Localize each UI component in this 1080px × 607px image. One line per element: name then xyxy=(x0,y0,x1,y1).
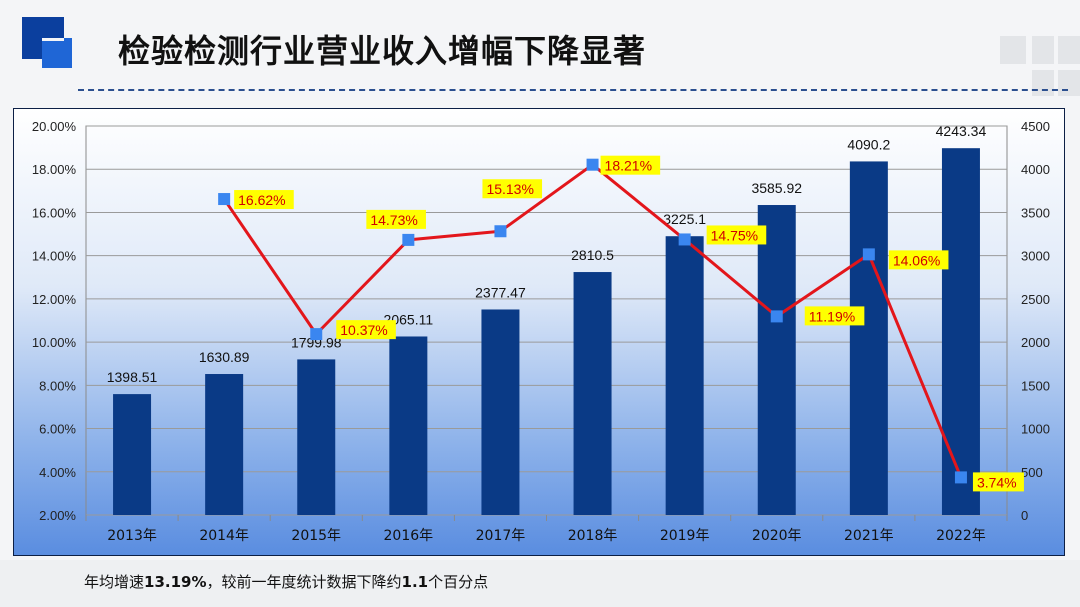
growth-value-label: 15.13% xyxy=(486,181,533,197)
y-right-tick-label: 2500 xyxy=(1021,292,1050,307)
growth-marker xyxy=(494,225,507,238)
footnote-decline-value: 1.1 xyxy=(401,573,429,591)
logo-square-light xyxy=(42,38,72,68)
y-right-tick-label: 3500 xyxy=(1021,205,1050,220)
logo-square-gap xyxy=(42,38,64,41)
background-decor xyxy=(1058,70,1080,96)
y-left-tick-label: 4.00% xyxy=(39,465,76,480)
footnote-text-1: 年均增速 xyxy=(84,573,145,591)
y-left-tick-label: 10.00% xyxy=(32,335,77,350)
bar xyxy=(389,336,428,515)
bar xyxy=(205,374,244,515)
growth-value-label: 18.21% xyxy=(605,158,652,174)
growth-label-bg xyxy=(234,190,294,210)
y-right-tick-label: 4500 xyxy=(1021,119,1050,134)
title-divider xyxy=(78,89,1068,91)
growth-marker xyxy=(586,158,599,171)
growth-marker xyxy=(402,233,415,246)
growth-label-bg xyxy=(888,250,949,270)
growth-marker xyxy=(954,471,967,484)
x-tick-label: 2013年 xyxy=(107,528,157,544)
x-tick-label: 2022年 xyxy=(936,528,986,544)
growth-label-bg xyxy=(804,306,865,326)
growth-marker xyxy=(770,310,783,323)
growth-value-label: 14.75% xyxy=(711,227,758,243)
bar-value-label: 3585.92 xyxy=(751,180,802,196)
y-left-tick-label: 16.00% xyxy=(32,205,77,220)
y-left-tick-label: 12.00% xyxy=(32,292,77,307)
growth-value-label: 3.74% xyxy=(977,474,1017,490)
y-left-tick-label: 8.00% xyxy=(39,378,76,393)
y-right-tick-label: 500 xyxy=(1021,465,1043,480)
background-decor xyxy=(1032,36,1054,64)
x-tick-label: 2016年 xyxy=(384,528,434,544)
x-tick-label: 2021年 xyxy=(844,528,894,544)
y-left-tick-label: 2.00% xyxy=(39,508,76,523)
bar-value-label: 2810.5 xyxy=(571,247,614,263)
y-left-tick-label: 18.00% xyxy=(32,162,77,177)
y-right-tick-label: 3000 xyxy=(1021,249,1050,264)
bar-value-label: 2065.11 xyxy=(384,311,434,327)
background-decor xyxy=(1000,36,1026,64)
bar xyxy=(297,359,336,515)
growth-marker xyxy=(678,233,691,246)
growth-label-bg xyxy=(366,209,426,229)
bar xyxy=(113,394,152,515)
growth-value-label: 11.19% xyxy=(809,308,855,324)
footnote: 年均增速13.19%，较前一年度统计数据下降约1.1个百分点 xyxy=(84,571,488,592)
growth-marker xyxy=(218,193,231,206)
x-tick-label: 2018年 xyxy=(568,528,618,544)
bar-value-label: 1799.98 xyxy=(291,334,342,350)
growth-label-bg xyxy=(336,320,396,340)
growth-value-label: 16.62% xyxy=(238,192,285,208)
bar-value-label: 4090.2 xyxy=(847,136,890,152)
footnote-text-2: ，较前一年度统计数据下降约 xyxy=(206,573,402,591)
y-right-tick-label: 1000 xyxy=(1021,422,1050,437)
y-left-tick-label: 20.00% xyxy=(32,119,77,134)
growth-marker xyxy=(310,328,323,341)
bar xyxy=(573,272,612,515)
growth-value-label: 10.37% xyxy=(340,322,387,338)
growth-label-bg xyxy=(972,472,1024,492)
bar-value-label: 2377.47 xyxy=(475,284,526,300)
bar xyxy=(665,236,704,516)
bar xyxy=(849,161,888,515)
bar-value-label: 1630.89 xyxy=(199,349,250,365)
x-tick-label: 2015年 xyxy=(291,528,341,544)
chart-frame: 2.00% 4.00% 6.00% 8.00% 10.00% 12.00% 14.00% 16… xyxy=(13,108,1065,556)
growth-label-bg xyxy=(600,155,661,175)
x-tick-label: 2014年 xyxy=(199,528,249,544)
y-left-tick-label: 14.00% xyxy=(32,249,77,264)
background-decor xyxy=(0,560,1080,607)
growth-value-label: 14.73% xyxy=(370,212,417,228)
y-right-tick-label: 0 xyxy=(1021,508,1028,523)
bar xyxy=(757,205,796,515)
x-tick-label: 2020年 xyxy=(752,528,802,544)
footnote-text-3: 个百分点 xyxy=(428,573,489,591)
y-right-tick-label: 4000 xyxy=(1021,162,1050,177)
bar xyxy=(481,309,520,515)
footnote-growth-rate: 13.19% xyxy=(144,573,207,591)
y-right-tick-label: 2000 xyxy=(1021,335,1050,350)
growth-value-label: 14.06% xyxy=(893,252,940,268)
growth-label-bg xyxy=(706,225,767,245)
y-right-tick-label: 1500 xyxy=(1021,378,1050,393)
bar xyxy=(941,148,980,515)
growth-label-bg xyxy=(482,179,543,199)
combo-chart: 2.00% 4.00% 6.00% 8.00% 10.00% 12.00% 14.00% 16… xyxy=(32,119,1050,544)
growth-marker xyxy=(862,248,875,261)
bar-value-label: 3225.1 xyxy=(663,211,706,227)
bar-value-label: 4243.34 xyxy=(936,123,987,139)
background-decor xyxy=(1058,36,1080,64)
bar-value-label: 1398.51 xyxy=(107,369,158,385)
background-decor xyxy=(1032,70,1054,96)
y-left-tick-label: 6.00% xyxy=(39,422,76,437)
x-tick-label: 2019年 xyxy=(660,528,710,544)
x-tick-label: 2017年 xyxy=(476,528,526,544)
page-title: 检验检测行业营业收入增幅下降显著 xyxy=(118,32,647,70)
